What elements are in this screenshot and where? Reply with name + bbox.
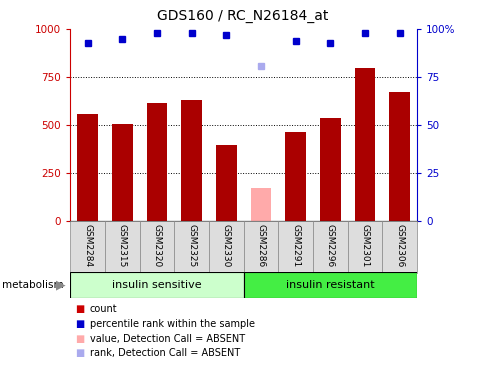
- Bar: [382, 221, 416, 273]
- Bar: [243, 272, 416, 298]
- Text: GDS160 / RC_N26184_at: GDS160 / RC_N26184_at: [156, 9, 328, 23]
- Text: rank, Detection Call = ABSENT: rank, Detection Call = ABSENT: [90, 348, 240, 358]
- Text: ■: ■: [75, 304, 84, 314]
- Bar: [70, 272, 243, 298]
- Text: ■: ■: [75, 319, 84, 329]
- Bar: [285, 132, 305, 221]
- Text: GSM2301: GSM2301: [360, 224, 369, 268]
- Bar: [181, 100, 202, 221]
- Text: percentile rank within the sample: percentile rank within the sample: [90, 319, 254, 329]
- Bar: [354, 68, 375, 221]
- Bar: [278, 221, 313, 273]
- Bar: [174, 221, 209, 273]
- Text: GSM2330: GSM2330: [221, 224, 230, 268]
- Bar: [112, 124, 133, 221]
- Bar: [215, 145, 236, 221]
- Text: GSM2306: GSM2306: [394, 224, 404, 268]
- Text: GSM2325: GSM2325: [187, 224, 196, 267]
- Text: ■: ■: [75, 333, 84, 344]
- Bar: [70, 221, 105, 273]
- Bar: [146, 103, 167, 221]
- Text: ■: ■: [75, 348, 84, 358]
- Bar: [77, 114, 98, 221]
- Bar: [105, 221, 139, 273]
- Text: GSM2284: GSM2284: [83, 224, 92, 267]
- Bar: [139, 221, 174, 273]
- Bar: [243, 221, 278, 273]
- Bar: [250, 188, 271, 221]
- Text: GSM2315: GSM2315: [118, 224, 127, 268]
- Text: value, Detection Call = ABSENT: value, Detection Call = ABSENT: [90, 333, 244, 344]
- Text: GSM2291: GSM2291: [290, 224, 300, 267]
- Text: GSM2320: GSM2320: [152, 224, 161, 267]
- Bar: [313, 221, 347, 273]
- Text: count: count: [90, 304, 117, 314]
- Bar: [319, 118, 340, 221]
- Text: ▶: ▶: [56, 279, 65, 292]
- Text: GSM2296: GSM2296: [325, 224, 334, 267]
- Bar: [209, 221, 243, 273]
- Text: metabolism: metabolism: [2, 280, 64, 290]
- Text: insulin sensitive: insulin sensitive: [112, 280, 201, 290]
- Text: insulin resistant: insulin resistant: [286, 280, 374, 290]
- Bar: [347, 221, 382, 273]
- Bar: [389, 92, 409, 221]
- Text: GSM2286: GSM2286: [256, 224, 265, 267]
